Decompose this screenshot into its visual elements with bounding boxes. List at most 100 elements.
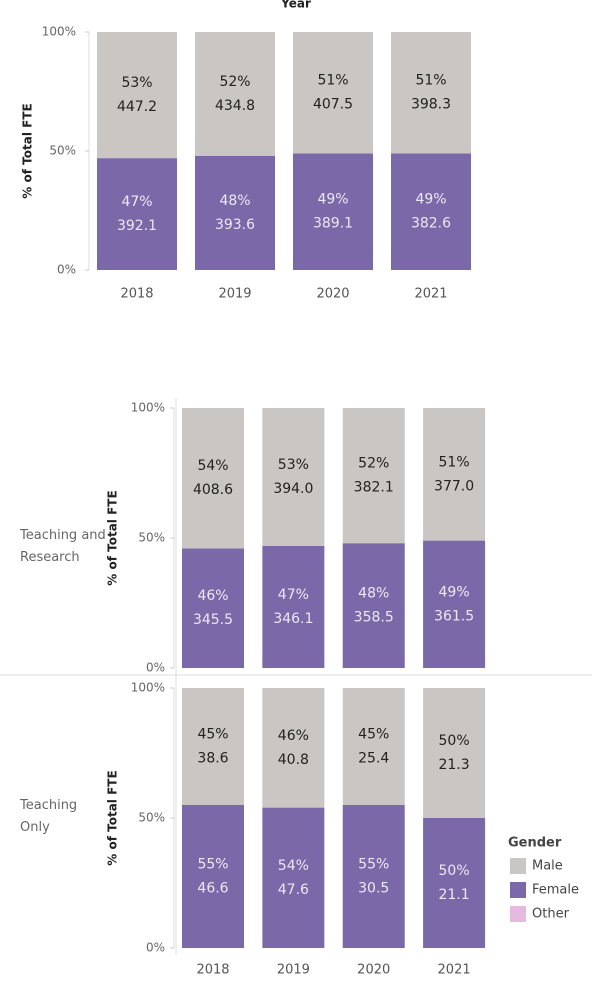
fte-label: 447.2 [117, 99, 157, 115]
fte-label: 358.5 [354, 610, 394, 626]
data-label: 53% [121, 75, 152, 91]
data-label: 49% [439, 584, 470, 600]
data-label: 47% [121, 194, 152, 210]
x-tick-label: 2018 [120, 287, 153, 302]
fte-label: 377.0 [434, 478, 474, 494]
bar-segment [97, 158, 177, 270]
data-label: 49% [415, 192, 446, 208]
data-label: 50% [439, 863, 470, 879]
data-label: 53% [278, 457, 309, 473]
fte-label: 392.1 [117, 218, 157, 234]
bar-segment [195, 32, 275, 156]
x-tick-label: 2021 [414, 287, 447, 302]
legend-swatch [510, 906, 526, 922]
fte-label: 407.5 [313, 97, 353, 113]
row-label: Teaching and Research [20, 528, 106, 565]
x-tick-label: 2018 [196, 963, 229, 978]
fte-label: 382.6 [411, 216, 451, 232]
y-tick-label: 100% [131, 401, 165, 415]
data-label: 55% [358, 857, 389, 873]
bar-segment [342, 688, 405, 805]
data-label: 48% [358, 586, 389, 602]
data-label: 50% [439, 733, 470, 749]
y-tick-label: 0% [146, 661, 165, 675]
bar-segment [262, 408, 325, 546]
y-tick-label: 0% [146, 941, 165, 955]
x-tick-label: 2021 [438, 963, 471, 978]
fte-label: 434.8 [215, 98, 255, 114]
legend-swatch [510, 858, 526, 874]
fte-label: 398.3 [411, 97, 451, 113]
bar-segment [293, 32, 373, 154]
bar-segment [97, 32, 177, 159]
bar-segment [293, 153, 373, 270]
fte-label: 394.0 [273, 481, 313, 497]
fte-label: 389.1 [313, 216, 353, 232]
y-axis-label: % of Total FTE [21, 103, 35, 198]
fte-label: 38.6 [197, 751, 228, 767]
fte-label: 408.6 [193, 482, 233, 498]
x-tick-label: 2019 [277, 963, 310, 978]
bar-segment [423, 688, 486, 818]
bar-segment [423, 540, 486, 668]
bar-segment [182, 688, 244, 805]
data-label: 49% [317, 192, 348, 208]
x-tick-label: 2020 [357, 963, 390, 978]
bar-segment [195, 155, 275, 270]
fte-label: 47.6 [278, 882, 309, 898]
bar-segment [182, 408, 244, 549]
y-tick-label: 100% [131, 681, 165, 695]
fte-label: 21.1 [438, 887, 469, 903]
legend-label: Other [532, 907, 570, 922]
y-axis-label: % of Total FTE [106, 490, 120, 585]
bar-segment [342, 408, 405, 544]
fte-label: 40.8 [278, 752, 309, 768]
fte-label: 30.5 [358, 881, 389, 897]
bar-segment [262, 688, 325, 808]
bar-segment [423, 408, 486, 541]
legend-title: Gender [508, 836, 562, 851]
fte-label: 46.6 [197, 881, 228, 897]
y-tick-label: 50% [138, 811, 165, 825]
bar-segment [342, 805, 405, 948]
bar-segment [391, 153, 471, 270]
data-label: 52% [219, 74, 250, 90]
data-label: 46% [278, 728, 309, 744]
x-axis-title: Year [280, 0, 311, 11]
data-label: 45% [197, 727, 228, 743]
legend-label: Female [532, 883, 579, 898]
fte-label: 393.6 [215, 217, 255, 233]
legend-label: Male [532, 859, 563, 874]
y-tick-label: 50% [138, 531, 165, 545]
x-tick-label: 2020 [316, 287, 349, 302]
data-label: 46% [197, 588, 228, 604]
data-label: 45% [358, 727, 389, 743]
y-tick-label: 100% [42, 25, 76, 39]
x-tick-label: 2019 [218, 287, 251, 302]
bar-segment [423, 818, 486, 948]
fte-label: 21.3 [438, 757, 469, 773]
data-label: 51% [415, 73, 446, 89]
fte-label: 346.1 [273, 611, 313, 627]
legend-swatch [510, 882, 526, 898]
data-label: 54% [197, 458, 228, 474]
data-label: 51% [439, 454, 470, 470]
data-label: 47% [278, 587, 309, 603]
row-label: Teaching Only [20, 798, 78, 835]
y-axis-label: % of Total FTE [106, 770, 120, 865]
data-label: 48% [219, 193, 250, 209]
data-label: 52% [358, 456, 389, 472]
fte-label: 382.1 [354, 480, 394, 496]
bar-segment [182, 805, 244, 948]
data-label: 51% [317, 73, 348, 89]
y-tick-label: 50% [49, 144, 76, 158]
bar-segment [342, 543, 405, 668]
bar-segment [391, 32, 471, 154]
data-label: 55% [197, 857, 228, 873]
bar-segment [262, 807, 325, 948]
fte-label: 361.5 [434, 608, 474, 624]
data-label: 54% [278, 858, 309, 874]
y-tick-label: 0% [57, 263, 76, 277]
